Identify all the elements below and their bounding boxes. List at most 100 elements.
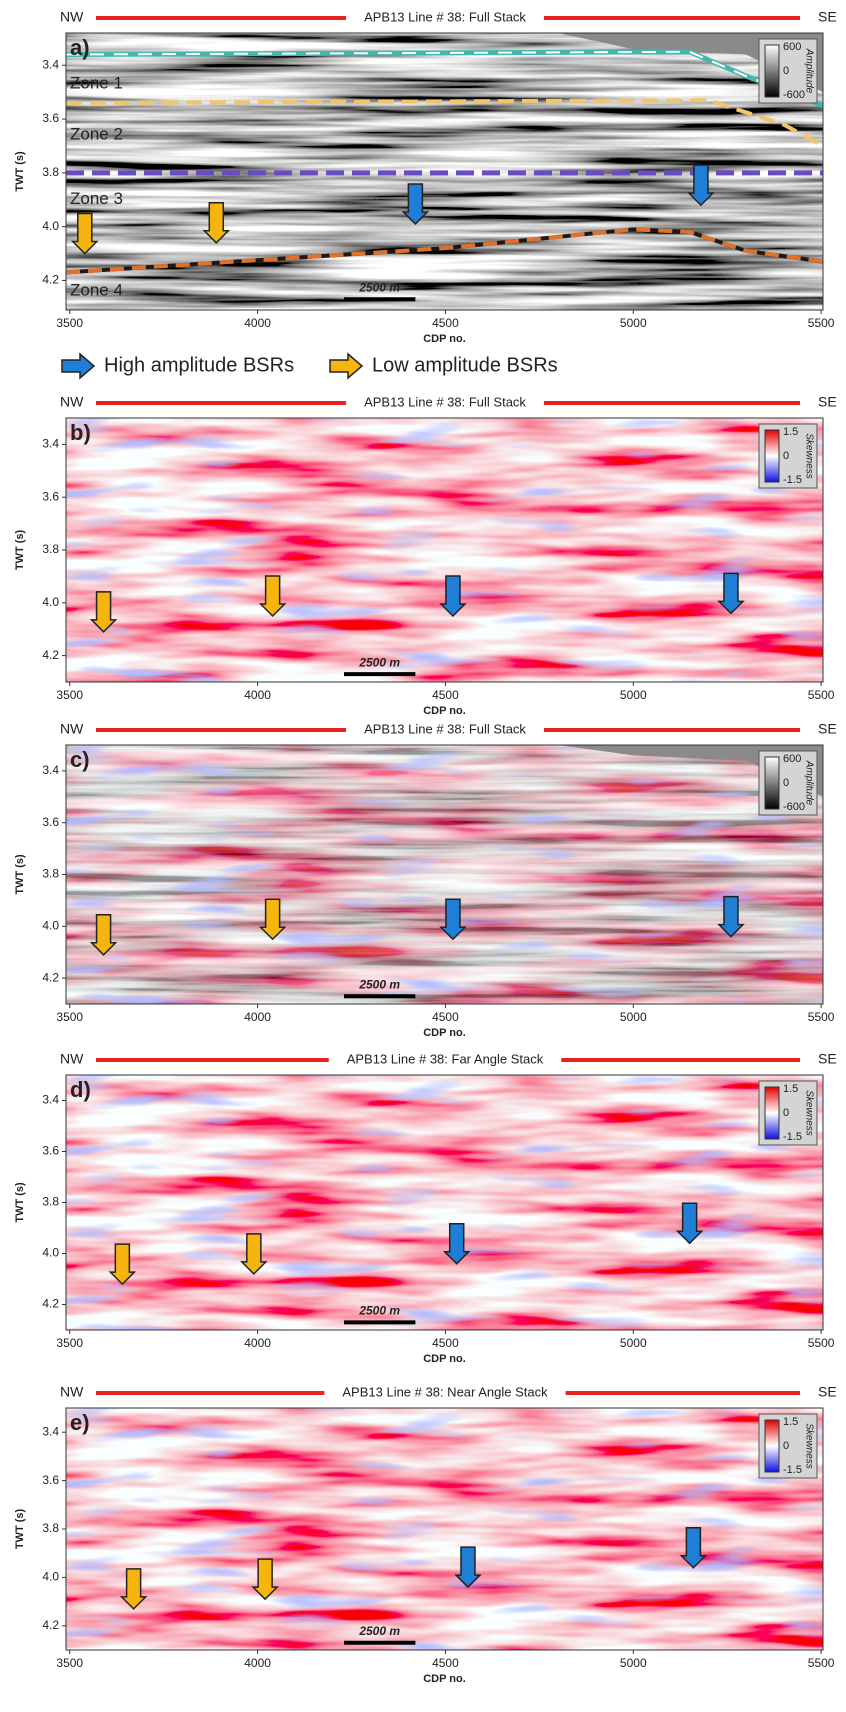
seismic-section	[66, 745, 823, 1004]
panel-title: APB13 Line # 38: Far Angle Stack	[347, 1051, 544, 1066]
y-tick-label: 3.8	[42, 867, 59, 881]
legend-arrow	[329, 352, 364, 380]
panel-letter: d)	[70, 1077, 91, 1102]
arrow	[258, 898, 287, 941]
y-axis-label: TWT (s)	[14, 151, 26, 192]
panel-title: APB13 Line # 38: Full Stack	[364, 721, 526, 736]
legend-label: Low amplitude BSRs	[372, 354, 558, 376]
arrow	[108, 1243, 137, 1286]
arrow	[687, 164, 715, 207]
y-tick-label: 3.6	[42, 1473, 59, 1487]
zone-label: Zone 3	[70, 189, 123, 208]
colorbar-ramp	[764, 429, 780, 483]
zone-label: Zone 2	[70, 125, 123, 144]
colorbar-ramp	[764, 1419, 780, 1473]
y-axis-label: TWT (s)	[14, 1509, 26, 1550]
water-column	[558, 745, 823, 797]
arrow	[439, 575, 467, 618]
side-label: SE	[818, 1051, 837, 1067]
y-tick-label: 3.4	[42, 57, 59, 71]
x-tick-label: 5000	[620, 1656, 647, 1670]
arrow	[240, 1233, 268, 1275]
colorbar-tick-label: 0	[783, 450, 789, 462]
section-fill	[66, 745, 823, 1004]
side-label: NW	[60, 9, 84, 25]
water-column	[558, 33, 823, 93]
colorbar-tick-label: 0	[783, 777, 789, 789]
y-tick-label: 4.2	[42, 1618, 59, 1632]
x-tick-label: 5500	[808, 688, 835, 702]
x-tick-label: 3500	[56, 688, 83, 702]
x-tick-label: 5000	[620, 688, 647, 702]
y-tick-label: 3.8	[42, 542, 59, 556]
colorbar-tick-label: 0	[783, 1440, 789, 1452]
arrow	[717, 572, 745, 615]
y-tick-label: 4.2	[42, 1297, 59, 1311]
seismic-section	[66, 418, 823, 682]
horizon	[65, 98, 824, 148]
y-tick-label: 3.4	[42, 763, 59, 777]
y-tick-label: 3.8	[42, 165, 59, 179]
y-tick-label: 4.0	[42, 1570, 59, 1584]
y-tick-label: 3.6	[42, 489, 59, 503]
x-tick-label: 5000	[620, 1336, 647, 1350]
x-tick-label: 5500	[808, 1336, 835, 1350]
panel-title: APB13 Line # 38: Full Stack	[364, 9, 526, 24]
x-tick-label: 4500	[432, 1656, 459, 1670]
section-fill	[66, 1075, 823, 1330]
y-tick-label: 4.2	[42, 273, 59, 287]
y-tick-label: 3.8	[42, 1521, 59, 1535]
y-axis-label: TWT (s)	[14, 530, 26, 571]
arrow	[717, 895, 745, 938]
section-fill	[66, 1408, 823, 1650]
y-tick-label: 3.4	[42, 437, 59, 451]
y-axis-label: TWT (s)	[14, 854, 26, 895]
colorbar-ramp	[764, 44, 780, 98]
side-label: NW	[60, 394, 84, 410]
y-tick-label: 3.4	[42, 1093, 59, 1107]
x-tick-label: 5500	[808, 1010, 835, 1024]
panel-title: APB13 Line # 38: Near Angle Stack	[342, 1384, 548, 1399]
x-tick-label: 4000	[244, 688, 271, 702]
scale-label: 2500 m	[358, 655, 400, 669]
arrow	[679, 1526, 708, 1569]
colorbar-tick-label: 0	[783, 65, 789, 77]
scale-label: 2500 m	[358, 1304, 400, 1318]
colorbar-title: Skewness	[803, 433, 814, 479]
x-axis-label: CDP no.	[423, 1673, 466, 1685]
y-tick-label: 4.0	[42, 219, 59, 233]
x-tick-label: 4500	[432, 688, 459, 702]
arrow	[119, 1568, 148, 1610]
x-axis-label: CDP no.	[423, 1353, 466, 1365]
arrow	[89, 914, 118, 956]
colorbar-title: Amplitude	[803, 760, 814, 806]
y-tick-label: 4.0	[42, 918, 59, 932]
arrow	[442, 1222, 471, 1265]
y-tick-label: 3.8	[42, 1195, 59, 1209]
colorbar-tick-label: 600	[783, 41, 801, 53]
arrow	[251, 1558, 279, 1601]
y-tick-label: 4.2	[42, 970, 59, 984]
colorbar-tick-label: 0	[783, 1107, 789, 1119]
arrow	[202, 202, 231, 244]
x-axis-label: CDP no.	[423, 1027, 466, 1039]
seismic-section	[66, 1408, 823, 1650]
arrow	[675, 1202, 704, 1245]
arrow	[454, 1546, 482, 1589]
legend-arrow	[61, 352, 96, 380]
x-tick-label: 3500	[56, 1336, 83, 1350]
horizon	[65, 227, 824, 275]
colorbar-tick-label: -1.5	[783, 474, 802, 486]
scale-label: 2500 m	[358, 1624, 400, 1638]
zone-label: Zone 4	[70, 281, 123, 300]
y-tick-label: 3.6	[42, 1144, 59, 1158]
colorbar-tick-label: 1.5	[783, 1083, 798, 1095]
x-tick-label: 4000	[244, 1336, 271, 1350]
side-label: SE	[818, 9, 837, 25]
arrow	[70, 212, 99, 255]
arrow	[401, 183, 430, 226]
colorbar-tick-label: -600	[783, 801, 805, 813]
colorbar-title: Skewness	[803, 1090, 814, 1136]
arrow	[258, 575, 287, 618]
